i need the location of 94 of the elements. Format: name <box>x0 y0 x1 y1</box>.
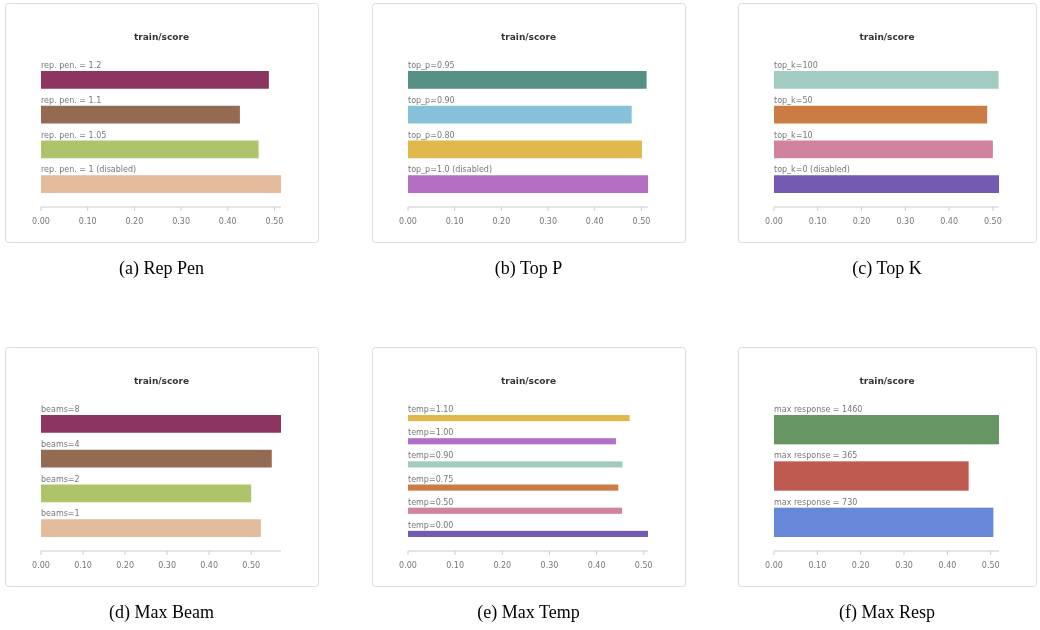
text: (c) Top K <box>852 258 922 279</box>
y-tick-label: temp=0.90 <box>408 451 454 461</box>
y-tick-label: top_k=100 <box>774 61 818 70</box>
x-tick-label: 0.00 <box>32 561 50 570</box>
y-tick-label: top_p=0.95 <box>408 61 455 70</box>
bar <box>41 449 272 468</box>
y-tick-label: temp=0.00 <box>408 520 454 530</box>
bar <box>408 438 616 445</box>
x-tick-label: 0.30 <box>895 561 913 570</box>
x-tick-label: 0.00 <box>765 217 783 226</box>
x-tick-label: 0.30 <box>540 561 559 570</box>
x-tick-label: 0.10 <box>446 561 465 570</box>
x-tick-label: 0.10 <box>808 217 827 226</box>
x-tick-label: 0.20 <box>125 217 144 226</box>
y-tick-label: rep. pen. = 1 (disabled) <box>41 165 137 175</box>
y-tick-label: max response = 1460 <box>774 405 863 414</box>
x-tick-label: 0.50 <box>632 217 651 226</box>
x-tick-label: 0.20 <box>852 217 871 226</box>
bar <box>408 105 632 124</box>
bar <box>408 415 630 422</box>
x-tick-label: 0.20 <box>116 561 134 570</box>
x-tick-label: 0.40 <box>585 217 604 226</box>
text: (e) Max Temp <box>477 602 580 623</box>
y-tick-label: beams=8 <box>41 405 80 414</box>
x-tick-label: 0.30 <box>172 217 190 226</box>
bar <box>41 71 269 89</box>
chart-title: train/score <box>859 376 915 386</box>
bar <box>408 530 648 537</box>
bar <box>408 140 642 159</box>
x-tick-label: 0.00 <box>399 561 417 570</box>
bar <box>408 484 619 491</box>
x-tick-label: 0.50 <box>634 561 653 570</box>
chart-title: train/score <box>500 376 557 386</box>
x-tick-label: 0.30 <box>158 561 176 570</box>
y-tick-label: top_p=1.0 (disabled) <box>408 165 493 175</box>
x-tick-label: 0.50 <box>265 217 284 226</box>
x-tick-label: 0.40 <box>587 561 606 570</box>
chart-title: train/score <box>133 376 190 386</box>
bar <box>774 507 994 537</box>
x-tick-label: 0.20 <box>851 561 870 570</box>
chart-title: train/score <box>859 32 915 42</box>
y-tick-label: top_p=0.90 <box>408 95 455 105</box>
x-tick-label: 0.40 <box>200 561 219 570</box>
text: (a) Rep Pen <box>119 258 204 279</box>
x-tick-label: 0.50 <box>242 561 261 570</box>
chart-title: train/score <box>133 32 190 42</box>
x-tick-label: 0.10 <box>78 217 97 226</box>
y-tick-label: temp=0.75 <box>408 474 454 484</box>
bar <box>41 140 259 159</box>
y-tick-label: temp=1.10 <box>408 405 454 414</box>
y-tick-label: beams=4 <box>41 439 80 449</box>
x-tick-label: 0.30 <box>539 217 557 226</box>
bar <box>408 507 623 514</box>
y-tick-label: beams=2 <box>41 474 80 484</box>
y-tick-label: beams=1 <box>41 509 80 519</box>
x-tick-label: 0.50 <box>981 561 1000 570</box>
bar <box>774 415 999 445</box>
y-tick-label: rep. pen. = 1.1 <box>41 95 102 105</box>
text: (f) Max Resp <box>839 602 935 623</box>
y-tick-label: rep. pen. = 1.05 <box>41 130 107 140</box>
bar <box>41 415 281 433</box>
bar <box>408 71 647 89</box>
y-tick-label: top_k=10 <box>774 130 813 140</box>
x-tick-label: 0.30 <box>896 217 915 226</box>
x-tick-label: 0.40 <box>938 561 957 570</box>
text: (d) Max Beam <box>109 602 214 623</box>
text: (b) Top P <box>494 258 563 279</box>
x-tick-label: 0.20 <box>492 217 511 226</box>
y-tick-label: top_k=50 <box>774 95 813 105</box>
y-tick-label: top_k=0 (disabled) <box>774 165 850 175</box>
y-tick-label: max response = 365 <box>774 451 858 461</box>
x-tick-label: 0.50 <box>983 217 1002 226</box>
bar <box>41 175 281 193</box>
x-tick-label: 0.10 <box>445 217 464 226</box>
bar <box>774 461 969 491</box>
x-tick-label: 0.00 <box>32 217 50 226</box>
bar <box>41 484 252 503</box>
x-tick-label: 0.40 <box>218 217 237 226</box>
x-tick-label: 0.00 <box>399 217 417 226</box>
x-tick-label: 0.40 <box>940 217 958 226</box>
y-tick-label: max response = 730 <box>774 497 858 507</box>
y-tick-label: temp=0.50 <box>408 497 454 507</box>
y-tick-label: rep. pen. = 1.2 <box>41 61 102 70</box>
chart-title: train/score <box>500 32 557 42</box>
bar <box>41 105 240 124</box>
x-tick-label: 0.20 <box>493 561 512 570</box>
x-tick-label: 0.00 <box>765 561 783 570</box>
y-tick-label: temp=1.00 <box>408 428 454 438</box>
bar <box>41 519 261 537</box>
x-tick-label: 0.10 <box>808 561 827 570</box>
bar <box>408 461 623 468</box>
x-tick-label: 0.10 <box>74 561 92 570</box>
bar <box>408 175 648 193</box>
y-tick-label: top_p=0.80 <box>408 130 455 140</box>
